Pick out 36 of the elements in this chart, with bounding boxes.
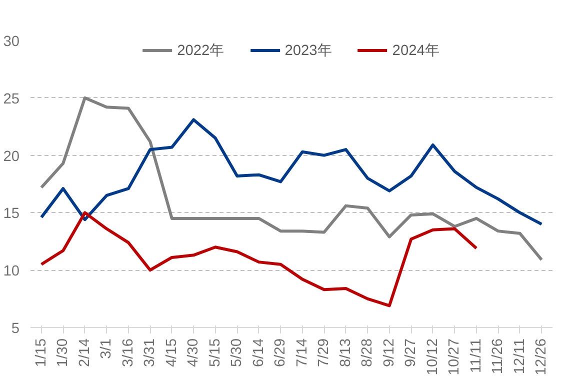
y-tick-label: 10 bbox=[3, 264, 20, 280]
x-tick-label: 11/26 bbox=[490, 338, 506, 374]
x-tick-label: 7/14 bbox=[294, 338, 310, 368]
x-tick-label: 12/11 bbox=[512, 338, 528, 374]
x-tick-label: 12/26 bbox=[534, 338, 550, 376]
x-tick-label: 3/1 bbox=[98, 338, 115, 359]
x-tick-label: 4/30 bbox=[186, 338, 202, 368]
legend-label: 2022年 bbox=[177, 42, 225, 60]
x-tick-label: 4/15 bbox=[164, 338, 180, 368]
line-series bbox=[40, 118, 544, 226]
x-tick-label: 10/27 bbox=[446, 338, 463, 376]
x-tick-label: 2/14 bbox=[76, 338, 93, 368]
y-tick-label: 5 bbox=[11, 321, 20, 337]
x-tick-label: 7/29 bbox=[316, 338, 332, 368]
x-tick-label: 9/12 bbox=[381, 338, 398, 368]
y-tick-label: 20 bbox=[3, 148, 20, 165]
x-tick-label: 10/12 bbox=[424, 338, 441, 376]
x-tick-label: 6/29 bbox=[272, 338, 289, 368]
x-tick-label: 3/31 bbox=[142, 338, 158, 368]
line-series bbox=[40, 211, 478, 308]
x-tick-label: 8/13 bbox=[338, 338, 354, 368]
x-tick-label: 6/14 bbox=[250, 338, 267, 368]
line-series bbox=[40, 96, 544, 262]
legend-label: 2024年 bbox=[392, 42, 440, 60]
x-tick-label: 1/15 bbox=[33, 338, 50, 368]
x-tick-label: 5/30 bbox=[229, 338, 246, 368]
y-tick-label: 30 bbox=[3, 34, 20, 50]
y-tick-label: 25 bbox=[3, 91, 20, 108]
x-tick-label: 9/27 bbox=[403, 338, 420, 368]
x-tick-label: 1/30 bbox=[55, 338, 72, 368]
x-tick-label: 5/15 bbox=[207, 338, 224, 368]
legend-label: 2023年 bbox=[284, 42, 332, 60]
x-tick-label: 8/28 bbox=[360, 338, 376, 368]
x-tick-label: 11/11 bbox=[468, 338, 484, 373]
y-tick-label: 15 bbox=[3, 206, 20, 222]
x-tick-label: 3/16 bbox=[120, 338, 136, 368]
